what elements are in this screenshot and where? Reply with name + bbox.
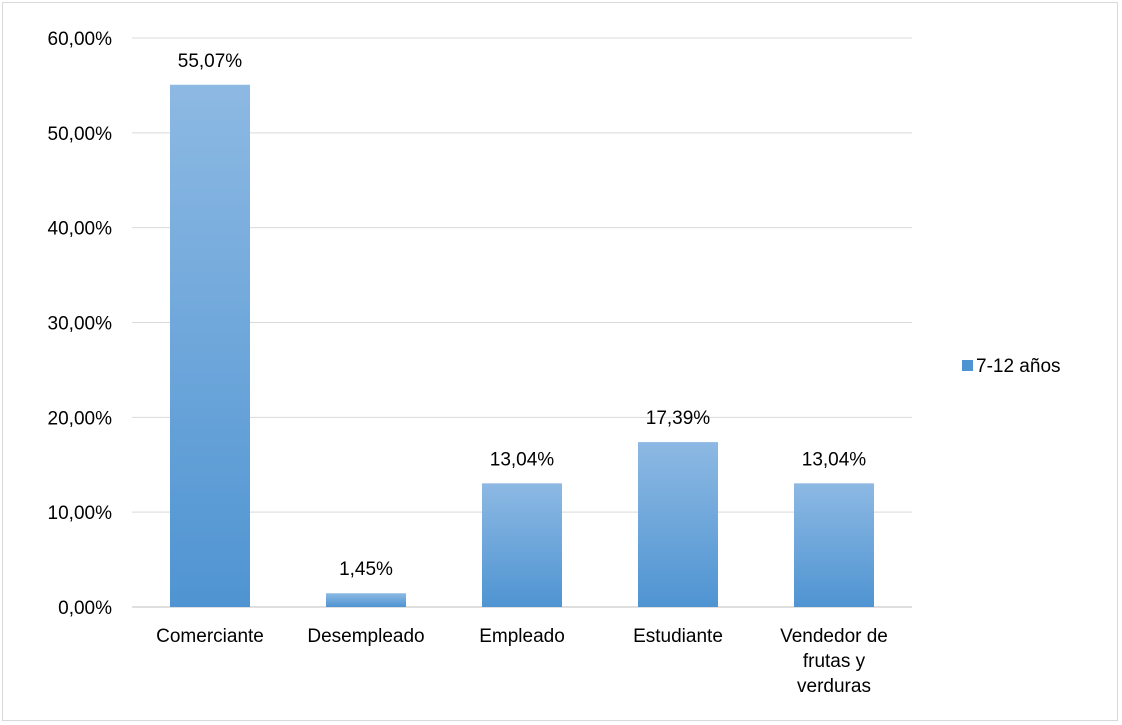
- y-tick-label: 20,00%: [48, 408, 113, 429]
- y-tick-label: 0,00%: [58, 598, 112, 619]
- x-category-label: Empleado: [479, 626, 565, 647]
- x-category-label: Vendedor de frutas y verduras: [780, 626, 888, 697]
- bar: [638, 442, 718, 607]
- y-tick-label: 10,00%: [48, 503, 113, 524]
- legend: 7-12 años: [962, 356, 1061, 377]
- data-label: 17,39%: [646, 408, 711, 429]
- bar: [326, 593, 406, 607]
- legend-label: 7-12 años: [976, 356, 1061, 377]
- bar: [482, 483, 562, 607]
- x-category-label: Estudiante: [633, 626, 723, 647]
- y-tick-label: 60,00%: [48, 29, 113, 50]
- legend-swatch: [962, 360, 973, 371]
- y-tick-label: 30,00%: [48, 314, 113, 335]
- x-category-label: Desempleado: [307, 626, 424, 647]
- data-label: 13,04%: [490, 449, 555, 470]
- data-label: 55,07%: [178, 51, 243, 72]
- data-label: 1,45%: [339, 559, 393, 580]
- bar: [794, 483, 874, 607]
- y-axis-ticks: 0,00% 10,00% 20,00% 30,00% 40,00% 50,00% 60,00…: [48, 29, 113, 619]
- y-tick-label: 50,00%: [48, 124, 113, 145]
- x-axis-categories: Comerciante Desempleado Empleado Estudiante…: [156, 626, 888, 697]
- gridlines: [132, 37, 912, 608]
- data-labels: 55,07% 1,45% 13,04% 17,39% 13,04%: [178, 51, 867, 580]
- y-tick-label: 40,00%: [48, 219, 113, 240]
- bar: [170, 84, 250, 608]
- bars: [170, 84, 874, 608]
- data-label: 13,04%: [802, 449, 867, 470]
- x-category-label: Comerciante: [156, 626, 264, 647]
